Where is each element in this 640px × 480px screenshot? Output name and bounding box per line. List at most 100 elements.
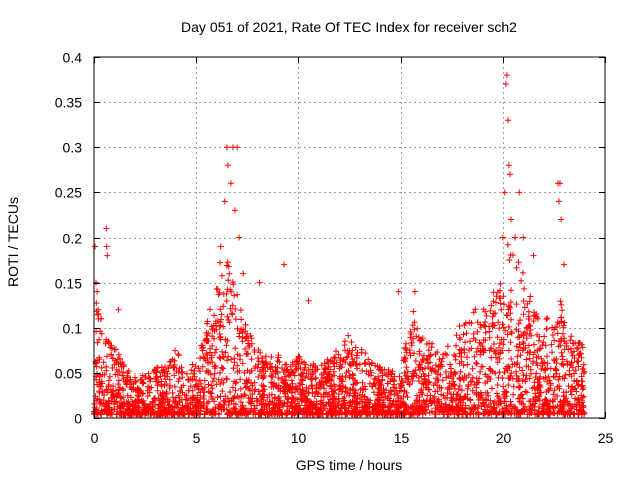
data-point — [103, 367, 110, 374]
data-point — [509, 252, 516, 259]
data-point — [496, 355, 503, 362]
data-point — [493, 410, 500, 417]
data-point — [98, 400, 105, 407]
data-point — [211, 410, 218, 417]
data-point — [506, 303, 513, 310]
data-point — [120, 363, 127, 370]
data-point — [242, 321, 249, 328]
data-point — [425, 347, 432, 354]
data-point — [379, 391, 386, 398]
data-point — [341, 397, 348, 404]
data-point — [232, 316, 239, 323]
data-point — [487, 397, 494, 404]
data-point — [359, 367, 366, 374]
data-point — [124, 369, 131, 376]
data-point — [467, 379, 474, 385]
data-point — [321, 360, 328, 367]
data-point — [488, 302, 495, 309]
data-point — [224, 286, 231, 293]
data-point — [389, 409, 396, 416]
data-point — [376, 389, 383, 396]
data-point — [349, 399, 356, 406]
data-point — [93, 359, 100, 366]
data-point — [268, 384, 275, 390]
data-point — [411, 350, 417, 357]
data-point — [457, 368, 464, 375]
data-point — [377, 408, 383, 415]
data-point — [466, 347, 473, 354]
data-point — [564, 358, 570, 365]
data-point — [127, 376, 134, 383]
data-point — [558, 349, 565, 356]
data-point — [331, 381, 337, 388]
data-point — [456, 360, 463, 367]
data-point — [103, 336, 110, 343]
data-point — [323, 389, 330, 396]
data-point — [529, 385, 536, 392]
data-point — [248, 367, 255, 374]
data-point — [543, 389, 550, 395]
data-point — [292, 406, 299, 412]
data-point — [499, 347, 506, 354]
data-point — [500, 383, 507, 390]
data-point — [346, 392, 353, 399]
data-point — [230, 365, 237, 372]
data-point — [580, 365, 587, 372]
data-point — [347, 386, 354, 393]
data-point — [323, 380, 330, 387]
data-point — [560, 322, 567, 329]
data-point — [460, 331, 467, 338]
data-point — [328, 377, 335, 384]
data-point — [241, 380, 248, 387]
data-point — [506, 364, 513, 371]
data-point — [421, 408, 428, 415]
data-point — [496, 295, 503, 302]
data-point — [471, 402, 478, 408]
data-point — [468, 378, 475, 385]
data-point — [424, 392, 431, 399]
data-point — [269, 380, 276, 387]
data-point — [415, 334, 422, 341]
data-point — [569, 364, 576, 371]
data-point — [423, 356, 430, 363]
data-point — [447, 361, 454, 368]
data-point — [94, 288, 101, 295]
data-point — [223, 144, 230, 151]
data-point — [209, 378, 216, 385]
data-point — [395, 395, 402, 401]
data-point — [474, 328, 481, 335]
data-point — [312, 390, 319, 397]
data-point — [189, 376, 196, 383]
data-point — [578, 354, 585, 361]
data-point — [165, 365, 172, 372]
data-point — [550, 391, 557, 398]
data-point — [407, 334, 414, 341]
data-point — [261, 410, 268, 416]
data-point — [566, 371, 573, 378]
data-point — [547, 398, 554, 405]
data-point — [160, 367, 167, 373]
data-point — [410, 308, 417, 315]
data-point — [176, 399, 183, 406]
data-point — [103, 386, 110, 393]
data-point — [205, 367, 211, 374]
data-point — [159, 369, 166, 376]
data-point — [289, 380, 296, 387]
data-point — [239, 360, 246, 367]
data-point — [541, 367, 548, 374]
data-point — [578, 411, 585, 418]
data-point — [470, 309, 477, 316]
data-point — [451, 369, 458, 376]
data-point — [521, 304, 528, 311]
data-point — [295, 403, 301, 409]
data-point — [229, 279, 236, 286]
data-point — [171, 357, 178, 364]
data-point — [487, 376, 494, 382]
data-point — [521, 329, 528, 336]
data-point — [222, 349, 229, 356]
data-point — [220, 353, 226, 360]
data-point — [482, 371, 489, 378]
data-point — [331, 396, 338, 402]
data-point — [478, 403, 485, 410]
data-point — [448, 365, 454, 372]
